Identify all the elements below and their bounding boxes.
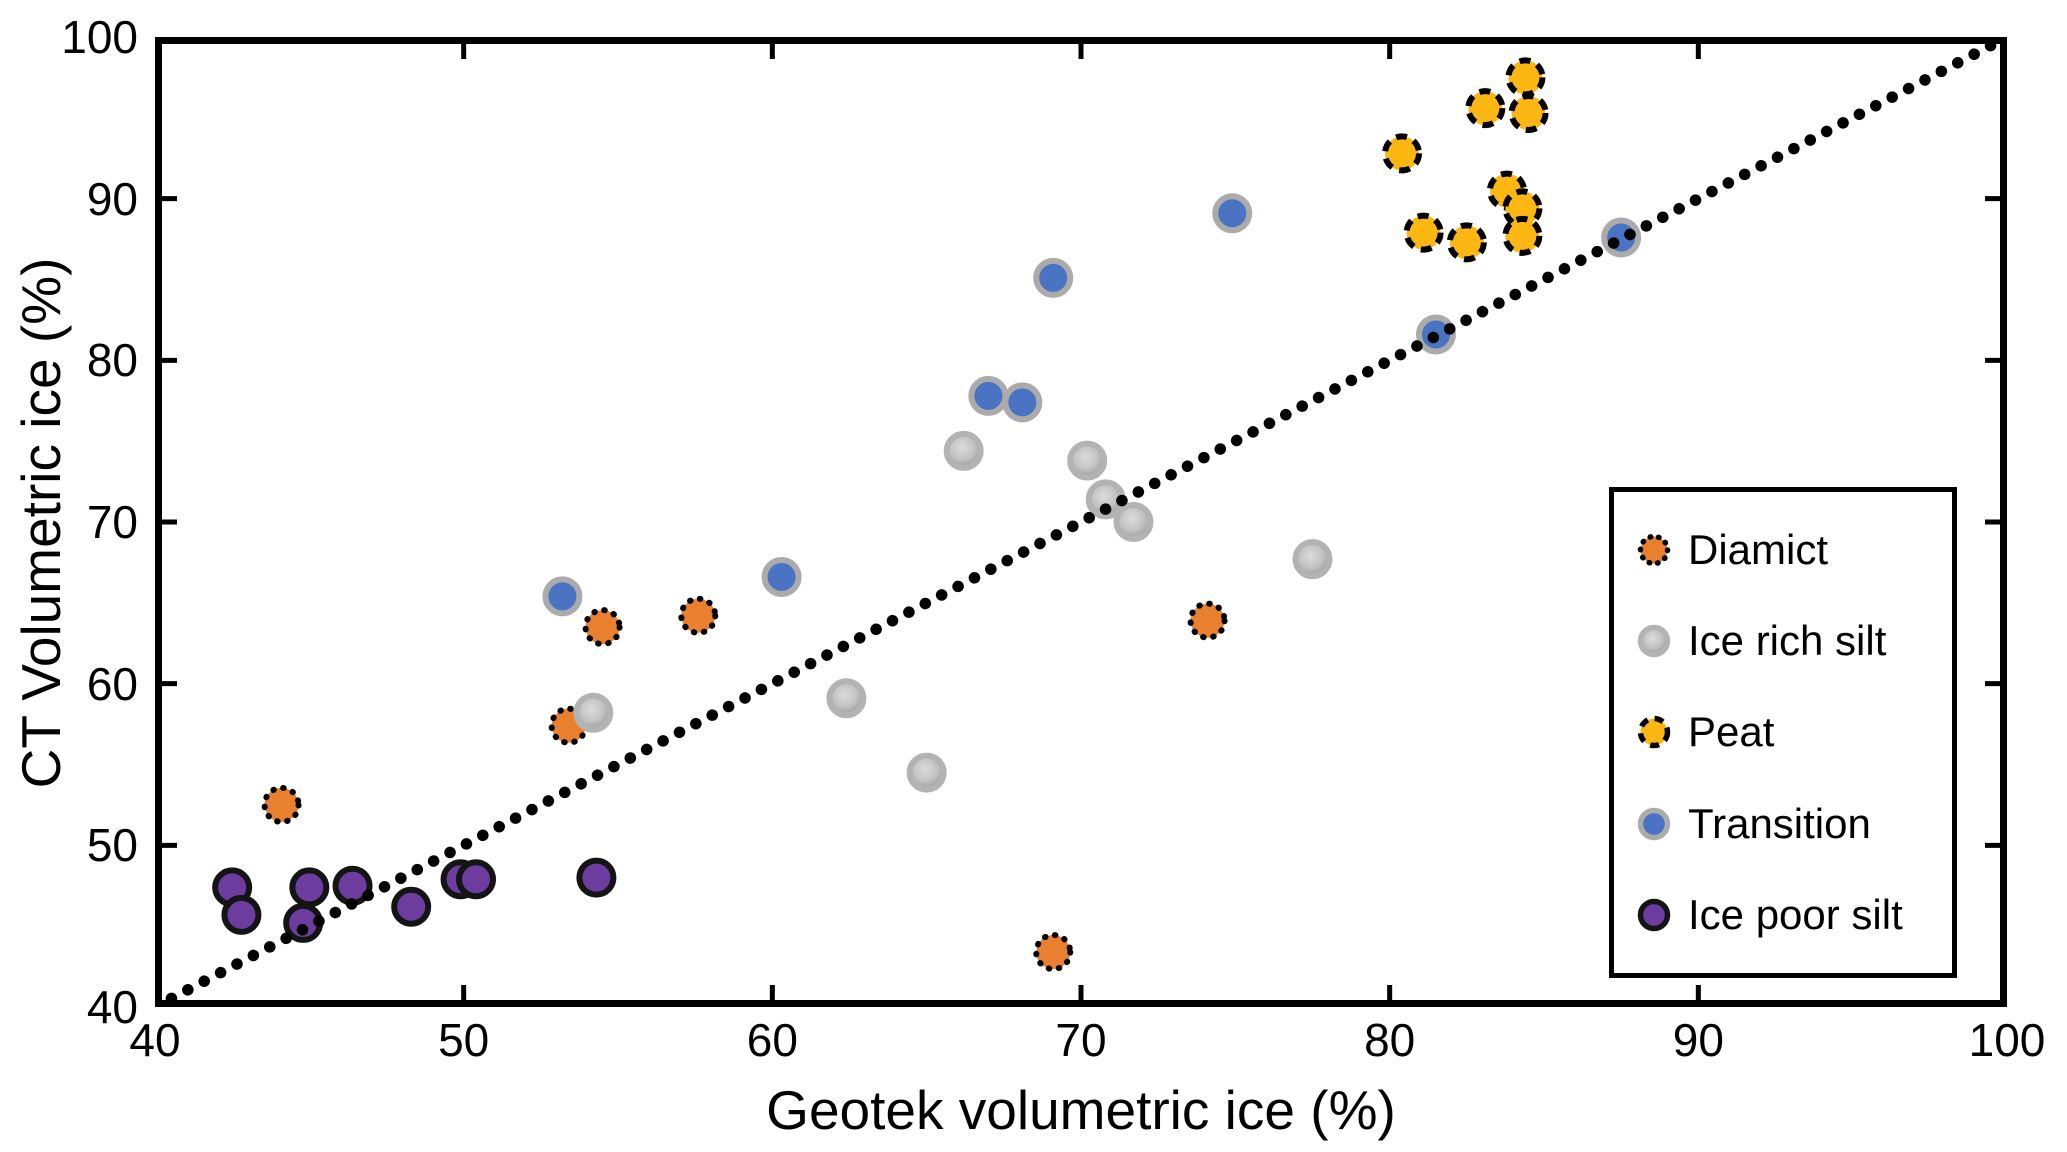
- data-point-transition: [1002, 382, 1043, 423]
- data-point-ice-poor-silt: [391, 886, 432, 927]
- data-point-peat: [1465, 88, 1506, 129]
- data-point-ice-rich-silt: [1292, 539, 1333, 580]
- data-point-ice-rich-silt: [826, 678, 867, 719]
- x-axis-title: Geotek volumetric ice (%): [766, 1079, 1396, 1141]
- identity-line: [155, 37, 2007, 1007]
- legend-label: Diamict: [1688, 525, 1829, 573]
- x-tick-label: 40: [129, 1014, 181, 1066]
- legend-item-diamict: Diamict: [1614, 526, 1952, 574]
- y-tick-label: 80: [86, 334, 138, 387]
- plot-canvas: [155, 37, 2007, 1007]
- data-point-peat: [1446, 222, 1487, 263]
- data-point-transition: [542, 576, 583, 617]
- x-tick-label: 70: [1055, 1014, 1107, 1066]
- data-point-ice-poor-silt: [289, 867, 330, 908]
- data-point-diamict: [261, 784, 302, 825]
- legend: Diamict Ice rich silt Peat Transition Ice po…: [1609, 487, 1957, 978]
- y-tick-label: 100: [61, 11, 138, 63]
- data-point-ice-rich-silt: [573, 692, 614, 733]
- data-point-peat: [1502, 215, 1543, 256]
- legend-label: Peat: [1688, 708, 1775, 756]
- ice-rich-silt-marker-icon: [1637, 624, 1671, 658]
- data-point-ice-rich-silt: [1113, 502, 1154, 542]
- legend-label: Ice rich silt: [1688, 617, 1887, 665]
- legend-item-ice-poor-silt: Ice poor silt: [1614, 891, 1952, 939]
- y-tick-label: 70: [86, 496, 138, 548]
- data-point-diamict: [1187, 600, 1228, 641]
- x-tick-label: 80: [1364, 1014, 1416, 1066]
- data-point-ice-poor-silt: [456, 859, 497, 900]
- legend-label: Ice poor silt: [1688, 891, 1903, 939]
- legend-label: Transition: [1688, 799, 1871, 847]
- x-tick-label: 60: [746, 1014, 798, 1066]
- data-point-transition: [761, 556, 802, 597]
- y-tick-label: 90: [86, 172, 138, 225]
- ice-poor-silt-marker-icon: [1637, 899, 1671, 932]
- y-axis-title: CT Volumetric ice (%): [10, 257, 72, 789]
- data-point-peat: [1508, 92, 1549, 133]
- diamict-marker-icon: [1637, 533, 1671, 566]
- y-tick-label: 40: [86, 981, 138, 1033]
- x-tick-label: 50: [438, 1014, 490, 1066]
- data-point-transition: [968, 375, 1009, 416]
- y-tick-label: 60: [86, 657, 138, 710]
- legend-item-peat: Peat: [1614, 708, 1952, 756]
- data-point-peat: [1382, 133, 1423, 174]
- data-point-ice-poor-silt: [576, 857, 617, 898]
- transition-marker-icon: [1637, 807, 1671, 841]
- data-point-ice-rich-silt: [1067, 440, 1108, 481]
- data-point-peat: [1505, 57, 1546, 98]
- data-point-ice-rich-silt: [943, 430, 984, 471]
- data-point-diamict: [1033, 932, 1074, 973]
- x-tick-label: 90: [1672, 1014, 1724, 1066]
- x-tick-label: 100: [1968, 1014, 2046, 1066]
- legend-item-ice-rich-silt: Ice rich silt: [1614, 617, 1952, 665]
- y-tick-label: 50: [86, 819, 138, 872]
- data-point-transition: [1033, 257, 1074, 298]
- data-point-diamict: [582, 607, 623, 648]
- data-point-peat: [1403, 212, 1444, 253]
- plot-area: [155, 37, 2007, 1007]
- data-point-diamict: [678, 595, 719, 636]
- data-point-ice-rich-silt: [906, 752, 947, 793]
- legend-item-transition: Transition: [1614, 800, 1952, 848]
- data-point-transition: [1212, 193, 1253, 234]
- data-point-ice-poor-silt: [221, 894, 262, 935]
- plot-frame: [155, 37, 2007, 1007]
- peat-marker-icon: [1637, 716, 1671, 749]
